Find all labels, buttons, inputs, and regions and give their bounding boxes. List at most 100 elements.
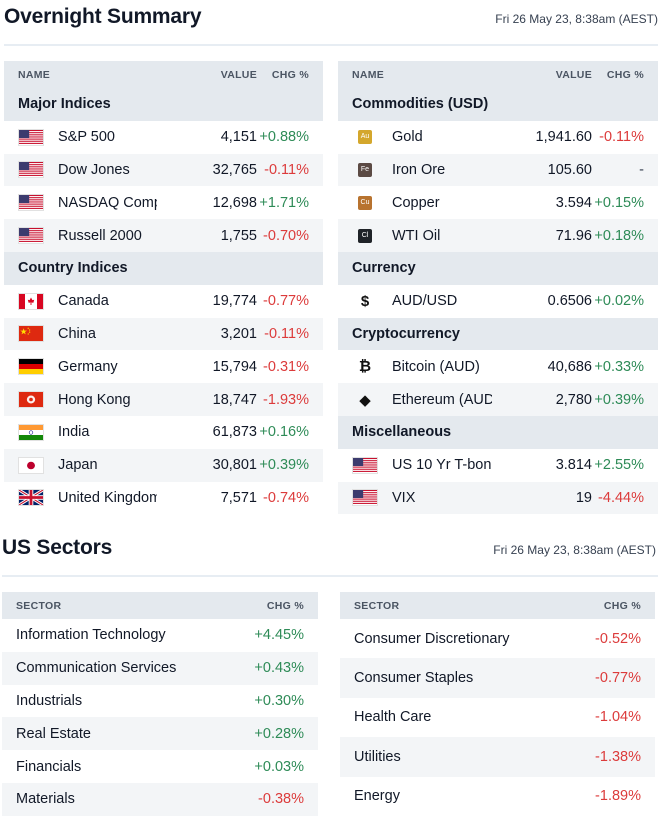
sector-name[interactable]: Consumer Discretionary [354,630,510,647]
uk-flag-icon [4,489,58,507]
sector-row[interactable]: Communication Services +0.43% [2,651,318,685]
sector-name[interactable]: Communication Services [16,660,177,677]
market-name[interactable]: WTI Oil [392,227,441,244]
market-row[interactable]: Canada 19,774 -0.77% [4,285,323,318]
market-name[interactable]: Hong Kong [58,391,131,408]
market-row[interactable]: S&P 500 4,151 +0.88% [4,121,323,154]
chg-column-header[interactable]: CHG % [271,68,309,81]
market-row[interactable]: $ AUD/USD 0.6506 +0.02% [338,285,658,318]
us-flag-icon [338,456,392,474]
sector-name[interactable]: Industrials [16,692,83,709]
sector-change: -0.52% [595,630,641,647]
group-header: Miscellaneous [338,415,658,449]
market-name[interactable]: Iron Ore [392,161,446,178]
sector-name[interactable]: Financials [16,758,82,775]
market-change: +2.55% [594,457,644,474]
market-name[interactable]: Germany [58,358,118,375]
sector-row[interactable]: Utilities -1.38% [340,737,655,777]
sector-row[interactable]: Real Estate +0.28% [2,717,318,751]
market-name[interactable]: Dow Jones [58,161,130,178]
sector-row[interactable]: Information Technology +4.45% [2,619,318,652]
market-value: 1,941.60 [535,129,592,146]
chg-column-header[interactable]: CHG % [603,599,641,612]
name-column-header[interactable]: NAME [352,68,385,81]
sector-name[interactable]: Health Care [354,709,432,726]
sector-column-header[interactable]: SECTOR [354,599,400,612]
market-name[interactable]: AUD/USD [392,293,458,310]
market-value: 61,873 [212,424,257,441]
market-row[interactable]: Cu Copper 3.594 +0.15% [338,186,658,219]
sector-row[interactable]: Energy -1.89% [340,777,655,816]
china-flag-icon [4,325,58,343]
markets-table: NAME VALUE CHG % Commodities (USD) Au Gold… [338,61,658,515]
market-name[interactable]: US 10 Yr T-bond [392,457,492,474]
market-change: -0.11% [599,129,644,146]
chg-column-header[interactable]: CHG % [266,599,304,612]
sector-name[interactable]: Consumer Staples [354,670,474,687]
chg-column-header[interactable]: CHG % [606,68,644,81]
chip-label: Cl [358,228,372,243]
sector-row[interactable]: Financials +0.03% [2,750,318,783]
sector-row[interactable]: Industrials +0.30% [2,685,318,718]
sector-name[interactable]: Real Estate [16,725,91,742]
sector-row[interactable]: Health Care -1.04% [340,698,655,737]
group-header: Currency [338,251,658,285]
sector-row[interactable]: Consumer Discretionary -0.52% [340,619,655,658]
sector-column-header[interactable]: SECTOR [16,599,62,612]
market-row[interactable]: Germany 15,794 -0.31% [4,350,323,383]
market-name[interactable]: Copper [392,194,440,211]
market-row[interactable]: Cl WTI Oil 71.96 +0.18% [338,219,658,252]
sector-name[interactable]: Energy [354,788,400,805]
gold-chip-icon: Au [338,130,392,145]
market-name[interactable]: Gold [392,129,423,146]
market-name[interactable]: VIX [392,489,416,506]
market-row[interactable]: Dow Jones 32,765 -0.11% [4,153,323,187]
market-value: 0.6506 [547,293,592,310]
market-name[interactable]: Canada [58,293,109,310]
sectors-divider [2,575,658,577]
market-row[interactable]: Au Gold 1,941.60 -0.11% [338,121,658,154]
market-name[interactable]: China [58,325,96,342]
market-row[interactable]: Hong Kong 18,747 -1.93% [4,383,323,416]
market-change: +0.88% [259,129,309,146]
sector-row[interactable]: Materials -0.38% [2,782,318,816]
market-row[interactable]: China 3,201 -0.11% [4,317,323,351]
group-header: Country Indices [4,251,323,285]
market-row[interactable]: ₿ Bitcoin (AUD) 40,686 +0.33% [338,350,658,383]
market-name[interactable]: Russell 2000 [58,227,142,244]
sector-name[interactable]: Information Technology [16,627,166,644]
market-row[interactable]: Fe Iron Ore 105.60 - [338,153,658,187]
market-value: 7,571 [220,489,257,506]
market-name[interactable]: United Kingdom [58,489,157,506]
market-name[interactable]: India [58,424,90,441]
market-row[interactable]: US 10 Yr T-bond 3.814 +2.55% [338,449,658,482]
sector-row[interactable]: Consumer Staples -0.77% [340,658,655,698]
market-name[interactable]: Bitcoin (AUD) [392,358,480,375]
us-flag-icon [4,161,58,179]
sector-name[interactable]: Materials [16,791,75,808]
market-value: 30,801 [212,457,257,474]
market-row[interactable]: India 61,873 +0.16% [4,416,323,449]
overnight-summary-title: Overnight Summary [4,5,202,28]
market-name[interactable]: S&P 500 [58,129,115,146]
market-name[interactable]: NASDAQ Comp [58,194,157,211]
group-header: Commodities (USD) [338,88,658,121]
market-name[interactable]: Japan [58,457,98,474]
market-name[interactable]: Ethereum (AUD) [392,391,492,408]
market-row[interactable]: NASDAQ Comp 12,698 +1.71% [4,186,323,219]
market-row[interactable]: Japan 30,801 +0.39% [4,448,323,482]
value-column-header[interactable]: VALUE [555,68,592,81]
name-column-header[interactable]: NAME [18,68,51,81]
market-change: +0.16% [259,424,309,441]
value-column-header[interactable]: VALUE [220,68,257,81]
market-value: 71.96 [555,227,592,244]
sector-change: +0.28% [254,725,304,742]
sector-name[interactable]: Utilities [354,748,401,765]
sectors-table-left: SECTOR CHG % Information Technology +4.45… [2,592,318,816]
market-value: 1,755 [220,227,257,244]
market-row[interactable]: United Kingdom 7,571 -0.74% [4,482,323,515]
market-row[interactable]: Russell 2000 1,755 -0.70% [4,219,323,252]
market-row[interactable]: VIX 19 -4.44% [338,481,658,515]
sector-change: -1.89% [595,788,641,805]
market-row[interactable]: ◆ Ethereum (AUD) 2,780 +0.39% [338,383,658,416]
